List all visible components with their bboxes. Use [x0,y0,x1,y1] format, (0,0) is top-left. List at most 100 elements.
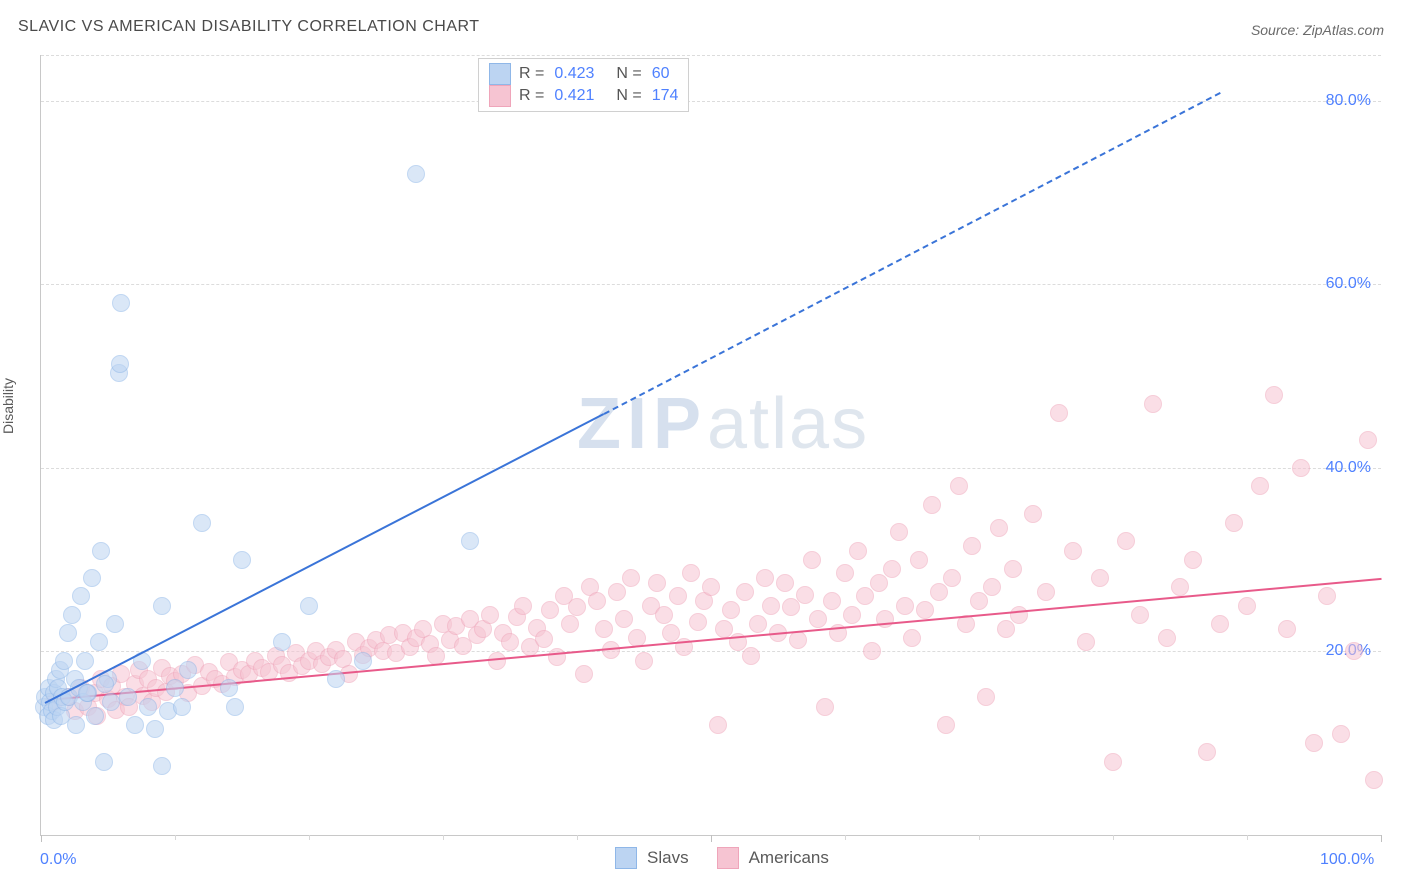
x-tick-minor [1247,835,1248,840]
americans-point [943,569,961,587]
americans-point [910,551,928,569]
gridline [41,651,1381,652]
legend-item-slavs: Slavs [615,847,689,869]
slavs-point [233,551,251,569]
americans-point [1265,386,1283,404]
slavs-point [86,707,104,725]
americans-point [1091,569,1109,587]
legend-americans-n: 174 [652,85,679,107]
slavs-point [112,294,130,312]
slavs-point [354,652,372,670]
americans-point [568,598,586,616]
americans-point [896,597,914,615]
americans-point [997,620,1015,638]
americans-point [809,610,827,628]
legend-row-slavs: R = 0.423 N = 60 [489,63,678,85]
slavs-point [226,698,244,716]
americans-point [883,560,901,578]
slavs-point [407,165,425,183]
americans-point [950,477,968,495]
americans-point [709,716,727,734]
americans-point [1104,753,1122,771]
swatch-slavs-icon [615,847,637,869]
x-axis-min-label: 0.0% [40,851,76,869]
gridline [41,284,1381,285]
americans-point [796,586,814,604]
americans-point [762,597,780,615]
slavs-trendline-dashed [603,92,1220,415]
slavs-point [95,753,113,771]
americans-point [1305,734,1323,752]
gridline [41,468,1381,469]
slavs-point [67,716,85,734]
americans-point [923,496,941,514]
americans-point [1292,459,1310,477]
slavs-point [173,698,191,716]
americans-point [615,610,633,628]
americans-point [722,601,740,619]
slavs-point [179,661,197,679]
americans-point [1131,606,1149,624]
americans-point [836,564,854,582]
americans-point [742,647,760,665]
legend-n-label: N = [616,63,641,85]
source-attribution: Source: ZipAtlas.com [1251,22,1384,38]
americans-point [843,606,861,624]
americans-point [1064,542,1082,560]
x-tick [1381,835,1382,842]
watermark-atlas: atlas [707,384,869,464]
americans-point [655,606,673,624]
americans-point [541,601,559,619]
swatch-slavs [489,63,511,85]
americans-point [535,630,553,648]
americans-point [903,629,921,647]
americans-point [776,574,794,592]
slavs-point [220,679,238,697]
legend-slavs-label: Slavs [647,848,689,868]
americans-point [1238,597,1256,615]
slavs-point [83,569,101,587]
americans-point [1077,633,1095,651]
slavs-point [300,597,318,615]
legend-item-americans: Americans [717,847,829,869]
x-tick-minor [845,835,846,840]
chart-title: SLAVIC VS AMERICAN DISABILITY CORRELATIO… [18,18,480,36]
americans-point [856,587,874,605]
x-tick-minor [577,835,578,840]
x-axis-max-label: 100.0% [1320,851,1374,869]
swatch-americans [489,85,511,107]
americans-point [1158,629,1176,647]
y-axis-label: Disability [0,378,16,434]
y-tick-label: 80.0% [1326,92,1371,110]
gridline [41,55,1381,56]
slavs-point [92,542,110,560]
americans-point [575,665,593,683]
x-tick-minor [1113,835,1114,840]
americans-point [561,615,579,633]
x-tick-minor [979,835,980,840]
slavs-point [76,652,94,670]
slavs-point [106,615,124,633]
slavs-point [96,675,114,693]
legend-slavs-r: 0.423 [554,63,594,85]
legend-n-label: N = [616,85,641,107]
americans-point [1050,404,1068,422]
americans-point [648,574,666,592]
x-tick [41,835,42,842]
americans-point [1144,395,1162,413]
slavs-point [90,633,108,651]
americans-point [990,519,1008,537]
americans-point [863,642,881,660]
americans-point [749,615,767,633]
americans-point [1184,551,1202,569]
americans-point [823,592,841,610]
americans-point [682,564,700,582]
slavs-point [153,597,171,615]
americans-point [501,633,519,651]
slavs-point [63,606,81,624]
americans-point [930,583,948,601]
americans-point [1117,532,1135,550]
americans-point [1171,578,1189,596]
slavs-point [102,693,120,711]
slavs-point [72,587,90,605]
